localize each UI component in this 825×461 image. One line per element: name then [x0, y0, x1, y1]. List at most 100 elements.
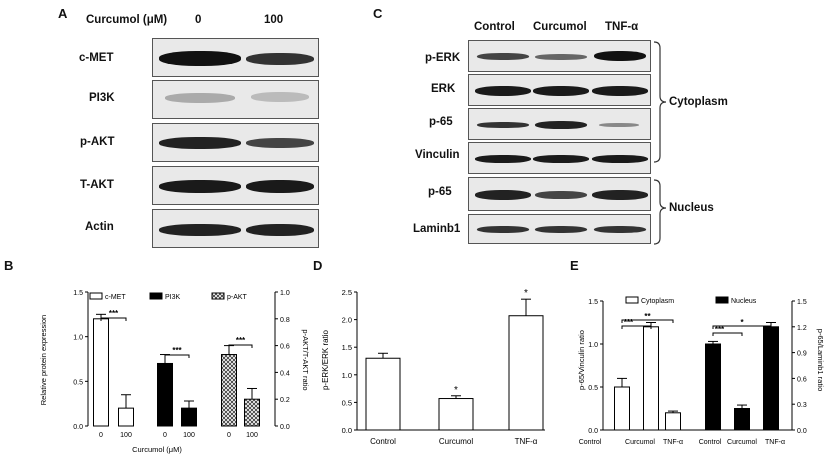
- chart-b-bar: [181, 407, 197, 427]
- chart-b-bar: [118, 407, 134, 427]
- chart-d-bar: [508, 315, 544, 431]
- chart-d: p-ERK/ERK ratio 0.0 0.5 1.0 1.5 2.0 2.5 Contro…: [321, 288, 545, 446]
- chart-b-bar: [93, 318, 109, 427]
- panel-c-row-laminb1: Laminb1: [413, 223, 461, 235]
- chart-d-sig-label: *: [524, 288, 528, 299]
- blot-perk: [468, 40, 651, 72]
- blot-cmet: [152, 38, 319, 77]
- chart-b-xtick-label: 0: [163, 432, 167, 439]
- chart-b-sig-label: ***: [172, 346, 182, 355]
- chart-e-legend-swatch: [625, 296, 639, 304]
- chart-e-y2label: p-65/Laminb1 ratio: [816, 329, 825, 392]
- chart-b-legend-label: c-MET: [105, 294, 126, 301]
- chart-b-y2tick-label: 0.0: [280, 424, 290, 431]
- chart-b-ytick-label: 0.0: [73, 424, 83, 431]
- panel-label-b: B: [4, 258, 14, 273]
- blot-pi3k: [152, 80, 319, 119]
- panel-c-row-erk: ERK: [431, 83, 456, 95]
- chart-b-sig-label: ***: [236, 336, 246, 345]
- chart-e-y2tick-label: 1.2: [797, 325, 807, 332]
- chart-e-sig-bracket: [712, 325, 772, 329]
- panel-label-c: C: [373, 6, 383, 21]
- panel-c-row-p65: p-65: [429, 116, 453, 128]
- chart-b-xtick-label: 0: [227, 432, 231, 439]
- panel-c-col-control: Control: [474, 21, 515, 33]
- chart-d-ytick-label: 2.5: [342, 288, 352, 297]
- chart-b-legend-swatch: [211, 292, 225, 300]
- chart-d-ytick-label: 1.0: [342, 371, 352, 380]
- chart-b-ytick-label: 1.0: [73, 335, 83, 342]
- chart-b-bar: [157, 362, 173, 427]
- chart-e-ytick-label: 1.5: [588, 299, 598, 306]
- panel-a-row-takt: T-AKT: [80, 179, 114, 191]
- chart-d-ytick-label: 0.5: [342, 398, 352, 407]
- chart-d-bar: [438, 398, 474, 431]
- chart-d-ytick-label: 0.0: [342, 426, 352, 435]
- chart-e-sig-label: ***: [715, 325, 725, 334]
- chart-e-sig-label: ***: [624, 318, 634, 327]
- chart-e-y2tick-label: 0.0: [797, 428, 807, 435]
- blot-p65: [468, 108, 651, 140]
- chart-d-bar: [365, 357, 401, 431]
- group-cytoplasm: Cytoplasm: [669, 96, 728, 108]
- chart-d-xtick-label: TNF-α: [515, 437, 538, 446]
- chart-b-y2tick-label: 0.2: [280, 397, 290, 404]
- chart-b-legend-label: p-AKT: [227, 294, 248, 301]
- blot-laminb1: [468, 214, 651, 244]
- chart-b-xtick-label: 0: [99, 432, 103, 439]
- chart-e-sig-bracket: [621, 325, 652, 329]
- panel-c-row-vinculin: Vinculin: [415, 149, 460, 161]
- chart-e-xtick-label: Control: [699, 439, 722, 446]
- chart-e-xtick-label: TNF-α: [765, 439, 785, 446]
- chart-b-ytick-label: 1.5: [73, 290, 83, 297]
- panel-c-col-tnf: TNF-α: [605, 21, 639, 33]
- chart-b-y2tick-label: 0.6: [280, 344, 290, 351]
- blot-actin: [152, 209, 319, 248]
- chart-e-bar: [734, 408, 750, 431]
- chart-b-ytick-label: 0.5: [73, 379, 83, 386]
- panel-c-row-p65-nuc: p-65: [428, 186, 452, 198]
- chart-b-xtick-label: 100: [246, 432, 258, 439]
- chart-d-ylabel: p-ERK/ERK ratio: [321, 329, 330, 390]
- chart-e-bar: [705, 343, 721, 431]
- panel-label-d: D: [313, 258, 323, 273]
- panel-c-row-perk: p-ERK: [425, 52, 461, 64]
- chart-b-y2tick-label: 0.4: [280, 370, 290, 377]
- chart-b-xlabel: Curcumol (μM): [132, 445, 182, 454]
- blot-takt: [152, 166, 319, 205]
- panel-a-row-pakt: p-AKT: [80, 136, 115, 148]
- panel-a-header: Curcumol (μM): [86, 14, 168, 26]
- blot-pakt: [152, 123, 319, 162]
- chart-b-y2label: p-AKT/T-AKT ratio: [301, 329, 310, 390]
- chart-e-y2tick-label: 1.5: [797, 299, 807, 306]
- chart-e-y2tick-label: 0.9: [797, 351, 807, 358]
- chart-e-ylabel: p-65/Vinculin ratio: [577, 330, 586, 390]
- chart-e-legend-label: Nucleus: [731, 298, 757, 305]
- chart-b-xtick-label: 100: [183, 432, 195, 439]
- group-nucleus: Nucleus: [669, 202, 714, 214]
- blot-erk: [468, 74, 651, 106]
- chart-e-y2tick-label: 0.6: [797, 376, 807, 383]
- chart-e-ytick-label: 0.5: [588, 385, 598, 392]
- chart-e-bar: [665, 412, 681, 431]
- chart-d-xtick-label: Curcumol: [439, 437, 473, 446]
- chart-e-xtick-label: Curcumol: [625, 439, 655, 446]
- chart-d-ytick-label: 1.5: [342, 343, 352, 352]
- chart-b-sig-bracket: [164, 354, 190, 358]
- chart-e-xtick-label: Control: [579, 439, 602, 446]
- chart-b-bar: [244, 398, 260, 427]
- chart-e-bar: [763, 326, 779, 431]
- chart-e-ytick-label: 0.0: [588, 428, 598, 435]
- chart-e-sig-label: **: [644, 312, 651, 321]
- panel-label-e: E: [570, 258, 579, 273]
- panel-a-row-cmet: c-MET: [79, 52, 114, 64]
- chart-b-bar: [221, 354, 237, 427]
- panel-label-a: A: [58, 6, 68, 21]
- panel-a-col-0: 0: [195, 14, 202, 26]
- chart-d-ytick-label: 2.0: [342, 316, 352, 325]
- group-brackets: [653, 41, 667, 245]
- chart-d-sig-label: *: [454, 385, 458, 396]
- chart-e-sig-bracket: [712, 332, 743, 336]
- chart-e-xtick-label: Curcumol: [727, 439, 757, 446]
- chart-b-sig-bracket: [100, 317, 127, 321]
